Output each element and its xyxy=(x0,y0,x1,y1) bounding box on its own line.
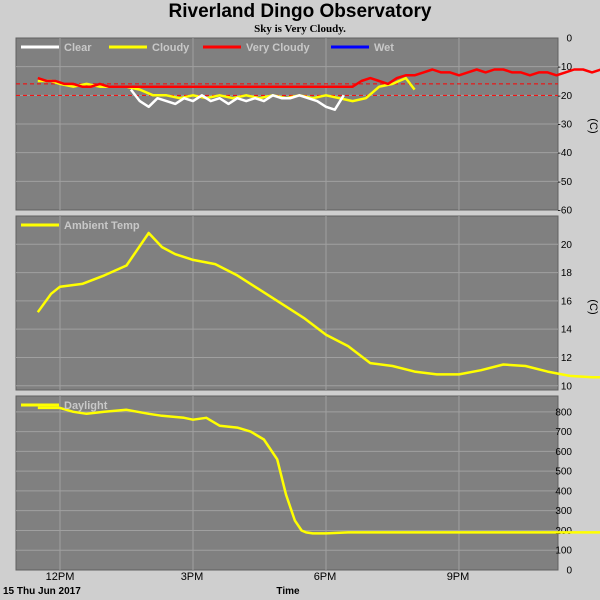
legend-label: Ambient Temp xyxy=(64,220,140,232)
x-tick-label: 9PM xyxy=(447,571,470,583)
y-tick-label: 10 xyxy=(561,381,573,392)
y-tick-label: 800 xyxy=(555,407,572,418)
y-tick-label: 600 xyxy=(555,447,572,458)
date-label: 15 Thu Jun 2017 xyxy=(3,586,81,597)
panel-background xyxy=(15,395,559,571)
y-tick-label: 12 xyxy=(561,353,573,364)
series-line-ambient-temp xyxy=(36,231,600,379)
y-tick-label: 20 xyxy=(561,240,573,251)
chart-panels: 0 -10 -20 -30 -40 -50 -60 (C) Clear Cloudy Very Cl… xyxy=(15,34,600,577)
legend-label: Wet xyxy=(374,42,394,54)
series-line-very-cloudy xyxy=(37,68,600,88)
y-tick-label: -10 xyxy=(558,62,573,73)
y-tick-label: -40 xyxy=(558,148,573,159)
x-tick-label: 6PM xyxy=(314,571,337,583)
chart-panel-sky-temperature: 0 -10 -20 -30 -40 -50 -60 (C) Clear Cloudy Very Cl… xyxy=(15,34,600,217)
x-axis: 12PM 3PM 6PM 9PM 15 Thu Jun 2017 Time xyxy=(3,571,469,597)
series-line-clear xyxy=(129,88,345,111)
y-tick-label: 100 xyxy=(555,546,572,557)
y-tick-label: -60 xyxy=(558,206,573,217)
legend-label: Daylight xyxy=(64,400,108,412)
y-tick-label: 18 xyxy=(561,268,573,279)
page-subtitle: Sky is Very Cloudy. xyxy=(254,23,346,35)
series-line-daylight xyxy=(37,406,600,535)
x-axis-title: Time xyxy=(276,586,300,597)
y-tick-label: -50 xyxy=(558,177,573,188)
chart-panel-ambient-temperature: 20 18 16 14 12 10 (C) Ambient Temp xyxy=(15,215,600,392)
legend-label: Cloudy xyxy=(152,42,190,54)
y-tick-label: 0 xyxy=(566,566,572,577)
y-tick-label: 16 xyxy=(561,296,573,307)
y-tick-label: 14 xyxy=(561,325,573,336)
series-line-cloudy xyxy=(37,76,416,103)
y-tick-label: 0 xyxy=(566,34,572,45)
y-tick-label: -20 xyxy=(558,91,573,102)
y-tick-label: 500 xyxy=(555,467,572,478)
page-title: Riverland Dingo Observatory xyxy=(169,1,432,22)
legend-label: Very Cloudy xyxy=(246,42,310,54)
y-axis-unit-label: (C) xyxy=(587,118,599,133)
x-tick-label: 3PM xyxy=(181,571,204,583)
y-tick-label: 300 xyxy=(555,506,572,517)
y-axis-unit-label: (C) xyxy=(587,299,599,314)
y-tick-label: 400 xyxy=(555,486,572,497)
y-tick-label: 700 xyxy=(555,427,572,438)
legend-label: Clear xyxy=(64,42,92,54)
y-tick-label: -30 xyxy=(558,120,573,131)
panel-background xyxy=(15,215,559,391)
x-tick-label: 12PM xyxy=(46,571,75,583)
